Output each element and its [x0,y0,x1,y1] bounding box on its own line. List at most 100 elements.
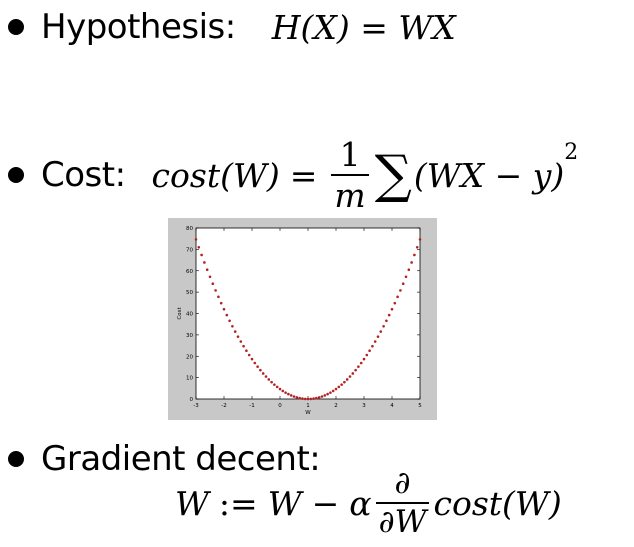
x-tick-label: -2 [221,403,226,409]
data-point [295,396,299,399]
data-point [393,301,397,305]
data-point [225,313,229,317]
hypothesis-formula: H(X) = WX [272,8,456,47]
data-point [323,394,327,397]
y-tick-label: 80 [186,226,193,232]
x-axis-label: W [305,410,311,416]
data-point [351,372,355,375]
gradient-w: W [267,483,302,523]
y-tick-label: 50 [186,290,193,296]
data-point [275,385,279,389]
data-point [345,378,349,381]
data-point [315,396,318,400]
x-tick-label: -3 [193,403,199,409]
data-point [401,282,405,285]
bullet-dot [8,451,24,467]
y-axis-label: Cost [177,307,183,320]
data-point [390,307,394,311]
data-point [399,289,402,292]
data-point [329,391,332,394]
gradient-tail: cost(W) [433,483,562,523]
hypothesis-label: Hypothesis: [41,7,236,47]
data-point [303,397,307,401]
data-point [261,372,265,375]
data-point [320,395,324,398]
cost-fraction: 1 m [331,135,369,212]
data-point [281,389,285,393]
y-tick-label: 0 [190,397,194,403]
data-point [242,344,245,348]
data-point [387,313,391,317]
data-point [410,261,413,264]
cost-power: 2 [564,140,579,165]
cost-label: Cost: [41,155,126,195]
data-point [267,378,271,381]
data-point [362,357,366,361]
data-point [253,361,257,365]
data-point [247,353,251,357]
data-point [376,335,380,338]
plot-axes-box [195,227,421,400]
x-tick-label: 3 [362,403,366,409]
data-point [415,245,419,249]
gradient-frac-num: ∂ [394,465,411,501]
data-point [337,385,341,389]
data-point [326,392,329,396]
data-point [368,349,371,353]
hypothesis-arg: (X) [300,7,350,47]
data-point [236,335,240,338]
data-point [301,397,304,400]
cost-sum-symbol: ∑ [374,145,412,205]
cost-lhs: cost(W) [151,155,280,195]
gradient-frac-den: ∂W [375,502,430,538]
data-point [231,324,234,328]
y-tick-label: 40 [186,312,193,318]
data-point [214,289,217,292]
data-point [382,324,385,328]
data-point [357,365,360,368]
data-point [200,253,203,257]
data-point [219,301,223,305]
data-point [359,361,363,365]
data-point [348,375,352,378]
data-point [289,394,293,397]
data-point [371,344,374,348]
data-point [270,380,273,384]
cost-eq: = [289,155,318,195]
data-point [256,365,259,368]
data-point [228,319,231,323]
data-point [222,307,226,311]
data-point [340,383,343,386]
gradient-label: Gradient decent: [41,439,321,479]
data-point [273,383,276,386]
y-tick-label: 10 [186,376,193,382]
data-point [365,353,369,357]
data-point [287,392,290,396]
data-point [197,245,201,249]
x-tick-label: 0 [278,403,282,409]
data-point [205,268,209,272]
bullet-dot [8,19,24,35]
cost-frac-num: 1 [339,135,361,174]
data-point [245,349,248,353]
bullet-gradient: Gradient decent: [8,436,321,482]
data-point [203,261,206,264]
data-point [211,282,215,285]
data-point [306,397,310,401]
data-point [309,397,313,401]
data-point [379,330,383,333]
data-point [354,368,357,372]
bullet-hypothesis: Hypothesis: H(X) = WX [8,2,456,52]
data-point [194,238,198,241]
gradient-assign: := [218,483,258,523]
cost-frac-den: m [331,174,369,212]
data-point [278,387,282,391]
data-point [239,340,243,343]
y-tick-label: 20 [186,354,193,360]
data-point [373,340,377,343]
data-point [331,389,335,393]
bullet-dot [8,167,24,183]
gradient-lhs: W [175,483,209,523]
gradient-minus: − [311,483,340,523]
